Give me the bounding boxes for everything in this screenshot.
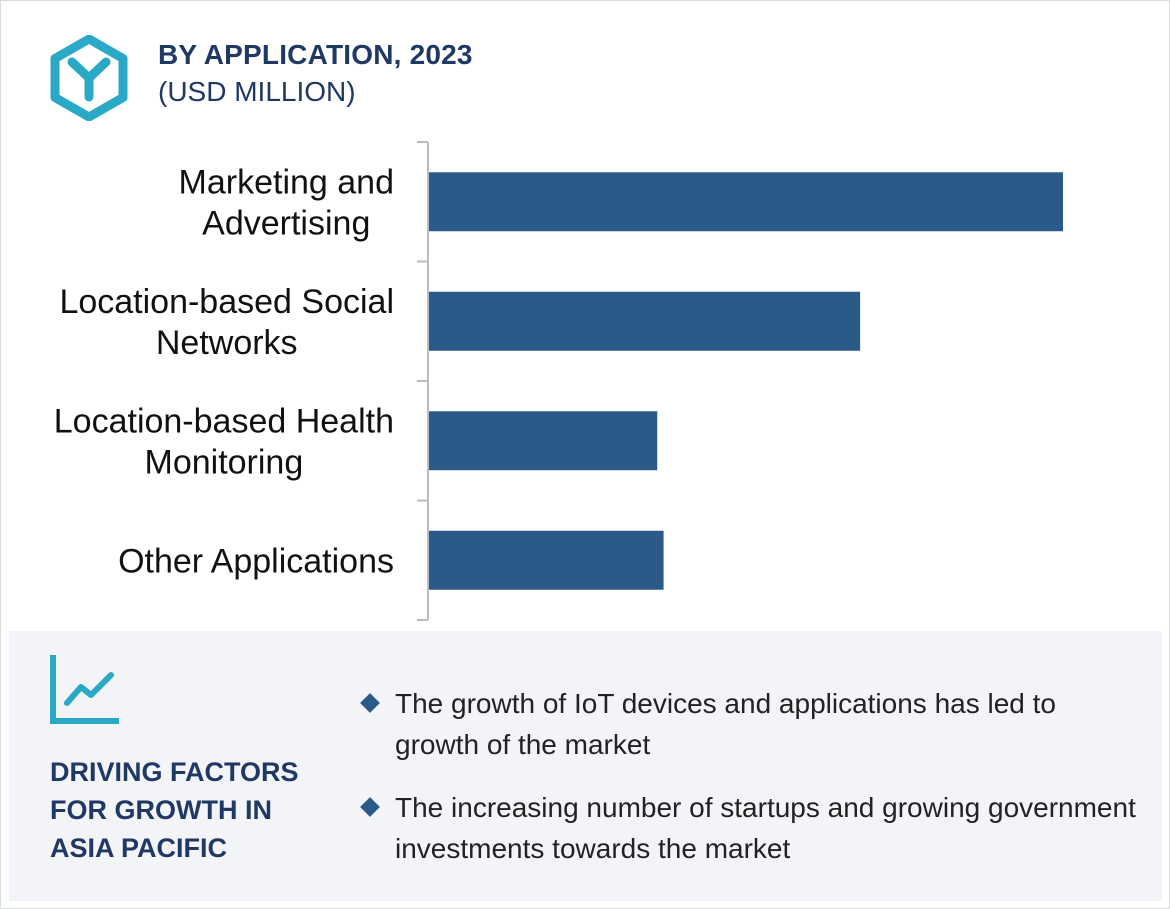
hexagon-y-logo-icon — [50, 35, 128, 121]
driving-factor-text: The growth of IoT devices and applicatio… — [395, 688, 1056, 760]
category-label: Monitoring — [145, 443, 304, 481]
category-label: Networks — [156, 324, 298, 362]
diamond-bullet-icon — [360, 693, 380, 713]
trend-line-chart-icon — [50, 655, 119, 724]
category-label: Marketing and — [179, 163, 394, 201]
driving-factors-list: The growth of IoT devices and applicatio… — [359, 683, 1139, 891]
bar-2 — [429, 411, 658, 471]
driving-factor-text: The increasing number of startups and gr… — [395, 792, 1136, 864]
driving-factor-item: The growth of IoT devices and applicatio… — [359, 683, 1139, 765]
driving-factor-item: The increasing number of startups and gr… — [359, 787, 1139, 869]
category-label: Location-based Social — [59, 283, 394, 321]
driving-factors-title: DRIVING FACTORS FOR GROWTH IN ASIA PACIF… — [50, 757, 299, 863]
driving-factors-panel: DRIVING FACTORS FOR GROWTH IN ASIA PACIF… — [9, 631, 1162, 901]
bar-1 — [429, 291, 861, 351]
chart-subtitle: (USD MILLION) — [158, 76, 356, 107]
category-label: Other Applications — [118, 542, 394, 580]
bar-0 — [429, 172, 1063, 232]
category-label: Location-based Health — [54, 402, 394, 440]
bar-3 — [429, 530, 664, 590]
diamond-bullet-icon — [360, 797, 380, 817]
chart-title: BY APPLICATION, 2023 — [158, 39, 473, 70]
category-label: Advertising — [202, 204, 370, 242]
